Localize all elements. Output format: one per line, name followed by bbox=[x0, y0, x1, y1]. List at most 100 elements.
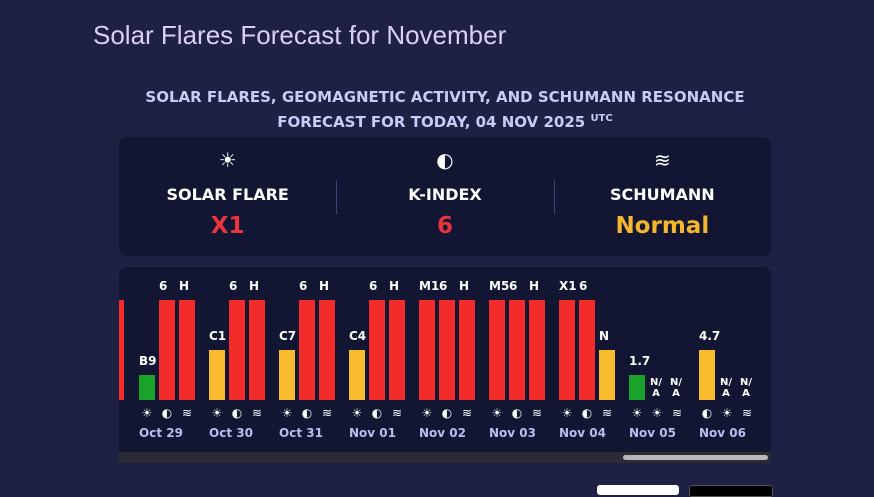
store-badge[interactable] bbox=[689, 485, 773, 497]
bar-icon: ◐ bbox=[511, 406, 523, 420]
bar-label: 6 bbox=[299, 279, 308, 293]
forecast-bar bbox=[139, 375, 155, 400]
bar-icon: ≋ bbox=[461, 406, 473, 420]
day-date: Nov 04 bbox=[559, 426, 606, 440]
forecast-strip: B9 ☀ 6 ◐ H ≋ Oct 29 C1 ☀ 6 ◐ H ≋ Oct 30 C7 ☀ 6 ◐ H ≋ Oct 31 C… bbox=[119, 267, 771, 463]
partial-bar bbox=[119, 300, 124, 400]
bar-label: 6 bbox=[369, 279, 378, 293]
bar-icon: ☀ bbox=[721, 406, 733, 420]
bar-label: H bbox=[319, 279, 330, 293]
bar-label: 6 bbox=[509, 279, 518, 293]
day-column: M1 ☀ 6 ◐ H ≋ Nov 02 bbox=[419, 267, 489, 452]
bar-icon: ≋ bbox=[741, 406, 753, 420]
forecast-bar bbox=[209, 350, 225, 400]
bar-label: C4 bbox=[349, 329, 367, 343]
bar-icon: ☀ bbox=[141, 406, 153, 420]
bar-icon: ☀ bbox=[631, 406, 643, 420]
bar-label: 4.7 bbox=[699, 329, 721, 343]
today-value: 6 bbox=[436, 213, 453, 239]
forecast-bar bbox=[249, 300, 265, 400]
bar-icon: ◐ bbox=[371, 406, 383, 420]
forecast-bar bbox=[229, 300, 245, 400]
bar-icon: ◐ bbox=[581, 406, 593, 420]
forecast-bar bbox=[349, 350, 365, 400]
today-label: K-INDEX bbox=[408, 185, 482, 204]
day-date: Oct 31 bbox=[279, 426, 323, 440]
bar-icon: ≋ bbox=[391, 406, 403, 420]
bar-icon: ◐ bbox=[161, 406, 173, 420]
forecast-bar bbox=[489, 300, 505, 400]
day-column: C7 ☀ 6 ◐ H ≋ Oct 31 bbox=[279, 267, 349, 452]
forecast-bar bbox=[299, 300, 315, 400]
today-label: SCHUMANN bbox=[609, 185, 715, 204]
bar-label: N bbox=[599, 329, 610, 343]
forecast-bar bbox=[419, 300, 435, 400]
scrollbar[interactable] bbox=[119, 452, 771, 463]
today-value: Normal bbox=[615, 213, 710, 239]
forecast-bar bbox=[629, 375, 645, 400]
today-icon: ☀ bbox=[218, 148, 237, 172]
bar-label: N/A bbox=[719, 377, 733, 399]
today-icon: ≋ bbox=[653, 148, 671, 172]
forecast-bar bbox=[509, 300, 525, 400]
day-date: Nov 02 bbox=[419, 426, 466, 440]
forecast-bar bbox=[529, 300, 545, 400]
bar-label: 6 bbox=[579, 279, 588, 293]
bar-label: 6 bbox=[439, 279, 448, 293]
forecast-bar bbox=[579, 300, 595, 400]
bar-label: N/A bbox=[669, 377, 683, 399]
today-card: ☀ SOLAR FLARE X1 ◐ K-INDEX 6 ≋ SCHUMANN Normal bbox=[119, 137, 771, 256]
page-title: Solar Flares Forecast for November bbox=[93, 20, 507, 50]
bar-label: B9 bbox=[139, 354, 157, 368]
bar-label: H bbox=[389, 279, 400, 293]
bar-label: 6 bbox=[159, 279, 168, 293]
today-column: ☀ SOLAR FLARE X1 bbox=[119, 137, 336, 256]
bar-icon: ≋ bbox=[671, 406, 683, 420]
bar-icon: ◐ bbox=[301, 406, 313, 420]
bar-label: 1.7 bbox=[629, 354, 651, 368]
store-badge[interactable] bbox=[597, 485, 679, 495]
bar-icon: ☀ bbox=[491, 406, 503, 420]
bar-label: N/A bbox=[649, 377, 663, 399]
today-value: X1 bbox=[210, 213, 245, 239]
forecast-bar bbox=[369, 300, 385, 400]
day-column: X1 ☀ 6 ◐ N ≋ Nov 04 bbox=[559, 267, 629, 452]
bar-icon: ☀ bbox=[651, 406, 663, 420]
forecast-bar bbox=[159, 300, 175, 400]
bar-label: H bbox=[459, 279, 470, 293]
bar-icon: ☀ bbox=[351, 406, 363, 420]
bar-label: H bbox=[179, 279, 190, 293]
bar-label: M5 bbox=[489, 279, 510, 293]
scroll-thumb[interactable] bbox=[623, 455, 768, 460]
subtitle-text: SOLAR FLARES, GEOMAGNETIC ACTIVITY, AND … bbox=[145, 88, 745, 131]
subtitle: SOLAR FLARES, GEOMAGNETIC ACTIVITY, AND … bbox=[119, 86, 771, 133]
bar-label: N/A bbox=[739, 377, 753, 399]
bar-icon: ☀ bbox=[421, 406, 433, 420]
day-date: Nov 06 bbox=[699, 426, 746, 440]
day-column: C1 ☀ 6 ◐ H ≋ Oct 30 bbox=[209, 267, 279, 452]
bar-label: C1 bbox=[209, 329, 227, 343]
day-column: 1.7 ☀ N/A ☀ N/A ≋ Nov 05 bbox=[629, 267, 699, 452]
forecast-bar bbox=[279, 350, 295, 400]
bar-icon: ≋ bbox=[181, 406, 193, 420]
today-column: ≋ SCHUMANN Normal bbox=[553, 137, 771, 256]
bar-label: 6 bbox=[229, 279, 238, 293]
forecast-bar bbox=[559, 300, 575, 400]
day-column: C4 ☀ 6 ◐ H ≋ Nov 01 bbox=[349, 267, 419, 452]
day-column: B9 ☀ 6 ◐ H ≋ Oct 29 bbox=[139, 267, 209, 452]
bar-label: H bbox=[249, 279, 260, 293]
bar-icon: ☀ bbox=[281, 406, 293, 420]
forecast-bar bbox=[459, 300, 475, 400]
bar-label: H bbox=[529, 279, 540, 293]
bar-icon: ◐ bbox=[231, 406, 243, 420]
bar-label: X1 bbox=[559, 279, 577, 293]
subtitle-unit: UTC bbox=[590, 113, 613, 124]
bar-label: M1 bbox=[419, 279, 440, 293]
day-date: Nov 01 bbox=[349, 426, 396, 440]
bar-icon: ☀ bbox=[211, 406, 223, 420]
today-icon: ◐ bbox=[436, 148, 454, 172]
day-column: 4.7 ◐ N/A ☀ N/A ≋ Nov 06 bbox=[699, 267, 769, 452]
day-date: Oct 30 bbox=[209, 426, 253, 440]
forecast-bar bbox=[599, 350, 615, 400]
